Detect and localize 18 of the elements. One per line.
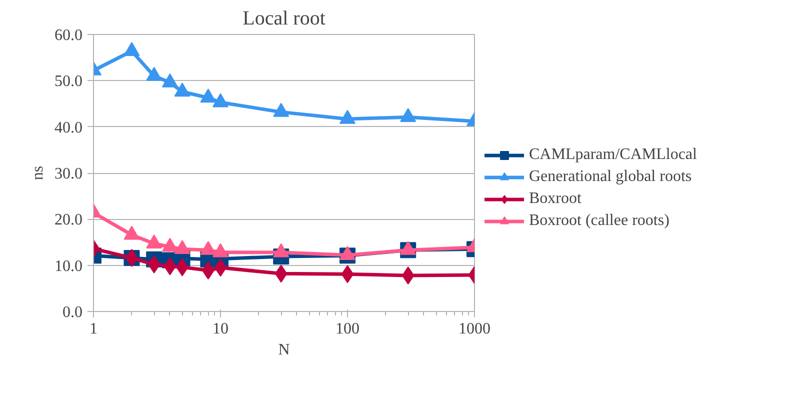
x-tick-label: 10 <box>212 320 228 338</box>
x-tick-label: 1000 <box>458 320 490 338</box>
y-tick-label: 10.0 <box>54 258 82 275</box>
legend-label: Boxroot <box>529 190 582 208</box>
y-tick-label: 20.0 <box>54 212 82 229</box>
x-tick-label: 100 <box>336 320 360 338</box>
x-tick-label: 1 <box>90 320 98 338</box>
y-tick-label: 40.0 <box>54 119 82 136</box>
legend-label: Generational global roots <box>529 168 692 186</box>
chart-title: Local root <box>242 8 326 30</box>
y-tick-label: 0.0 <box>62 304 82 321</box>
y-tick-label: 60.0 <box>54 27 82 44</box>
y-tick-label: 50.0 <box>54 73 82 90</box>
y-tick-label: 30.0 <box>54 166 82 182</box>
y-axis-title: ns <box>30 166 46 180</box>
legend-label: Boxroot (callee roots) <box>529 212 670 230</box>
x-axis-title: N <box>278 342 290 358</box>
legend-label: CAMLparam/CAMLlocal <box>529 146 697 164</box>
